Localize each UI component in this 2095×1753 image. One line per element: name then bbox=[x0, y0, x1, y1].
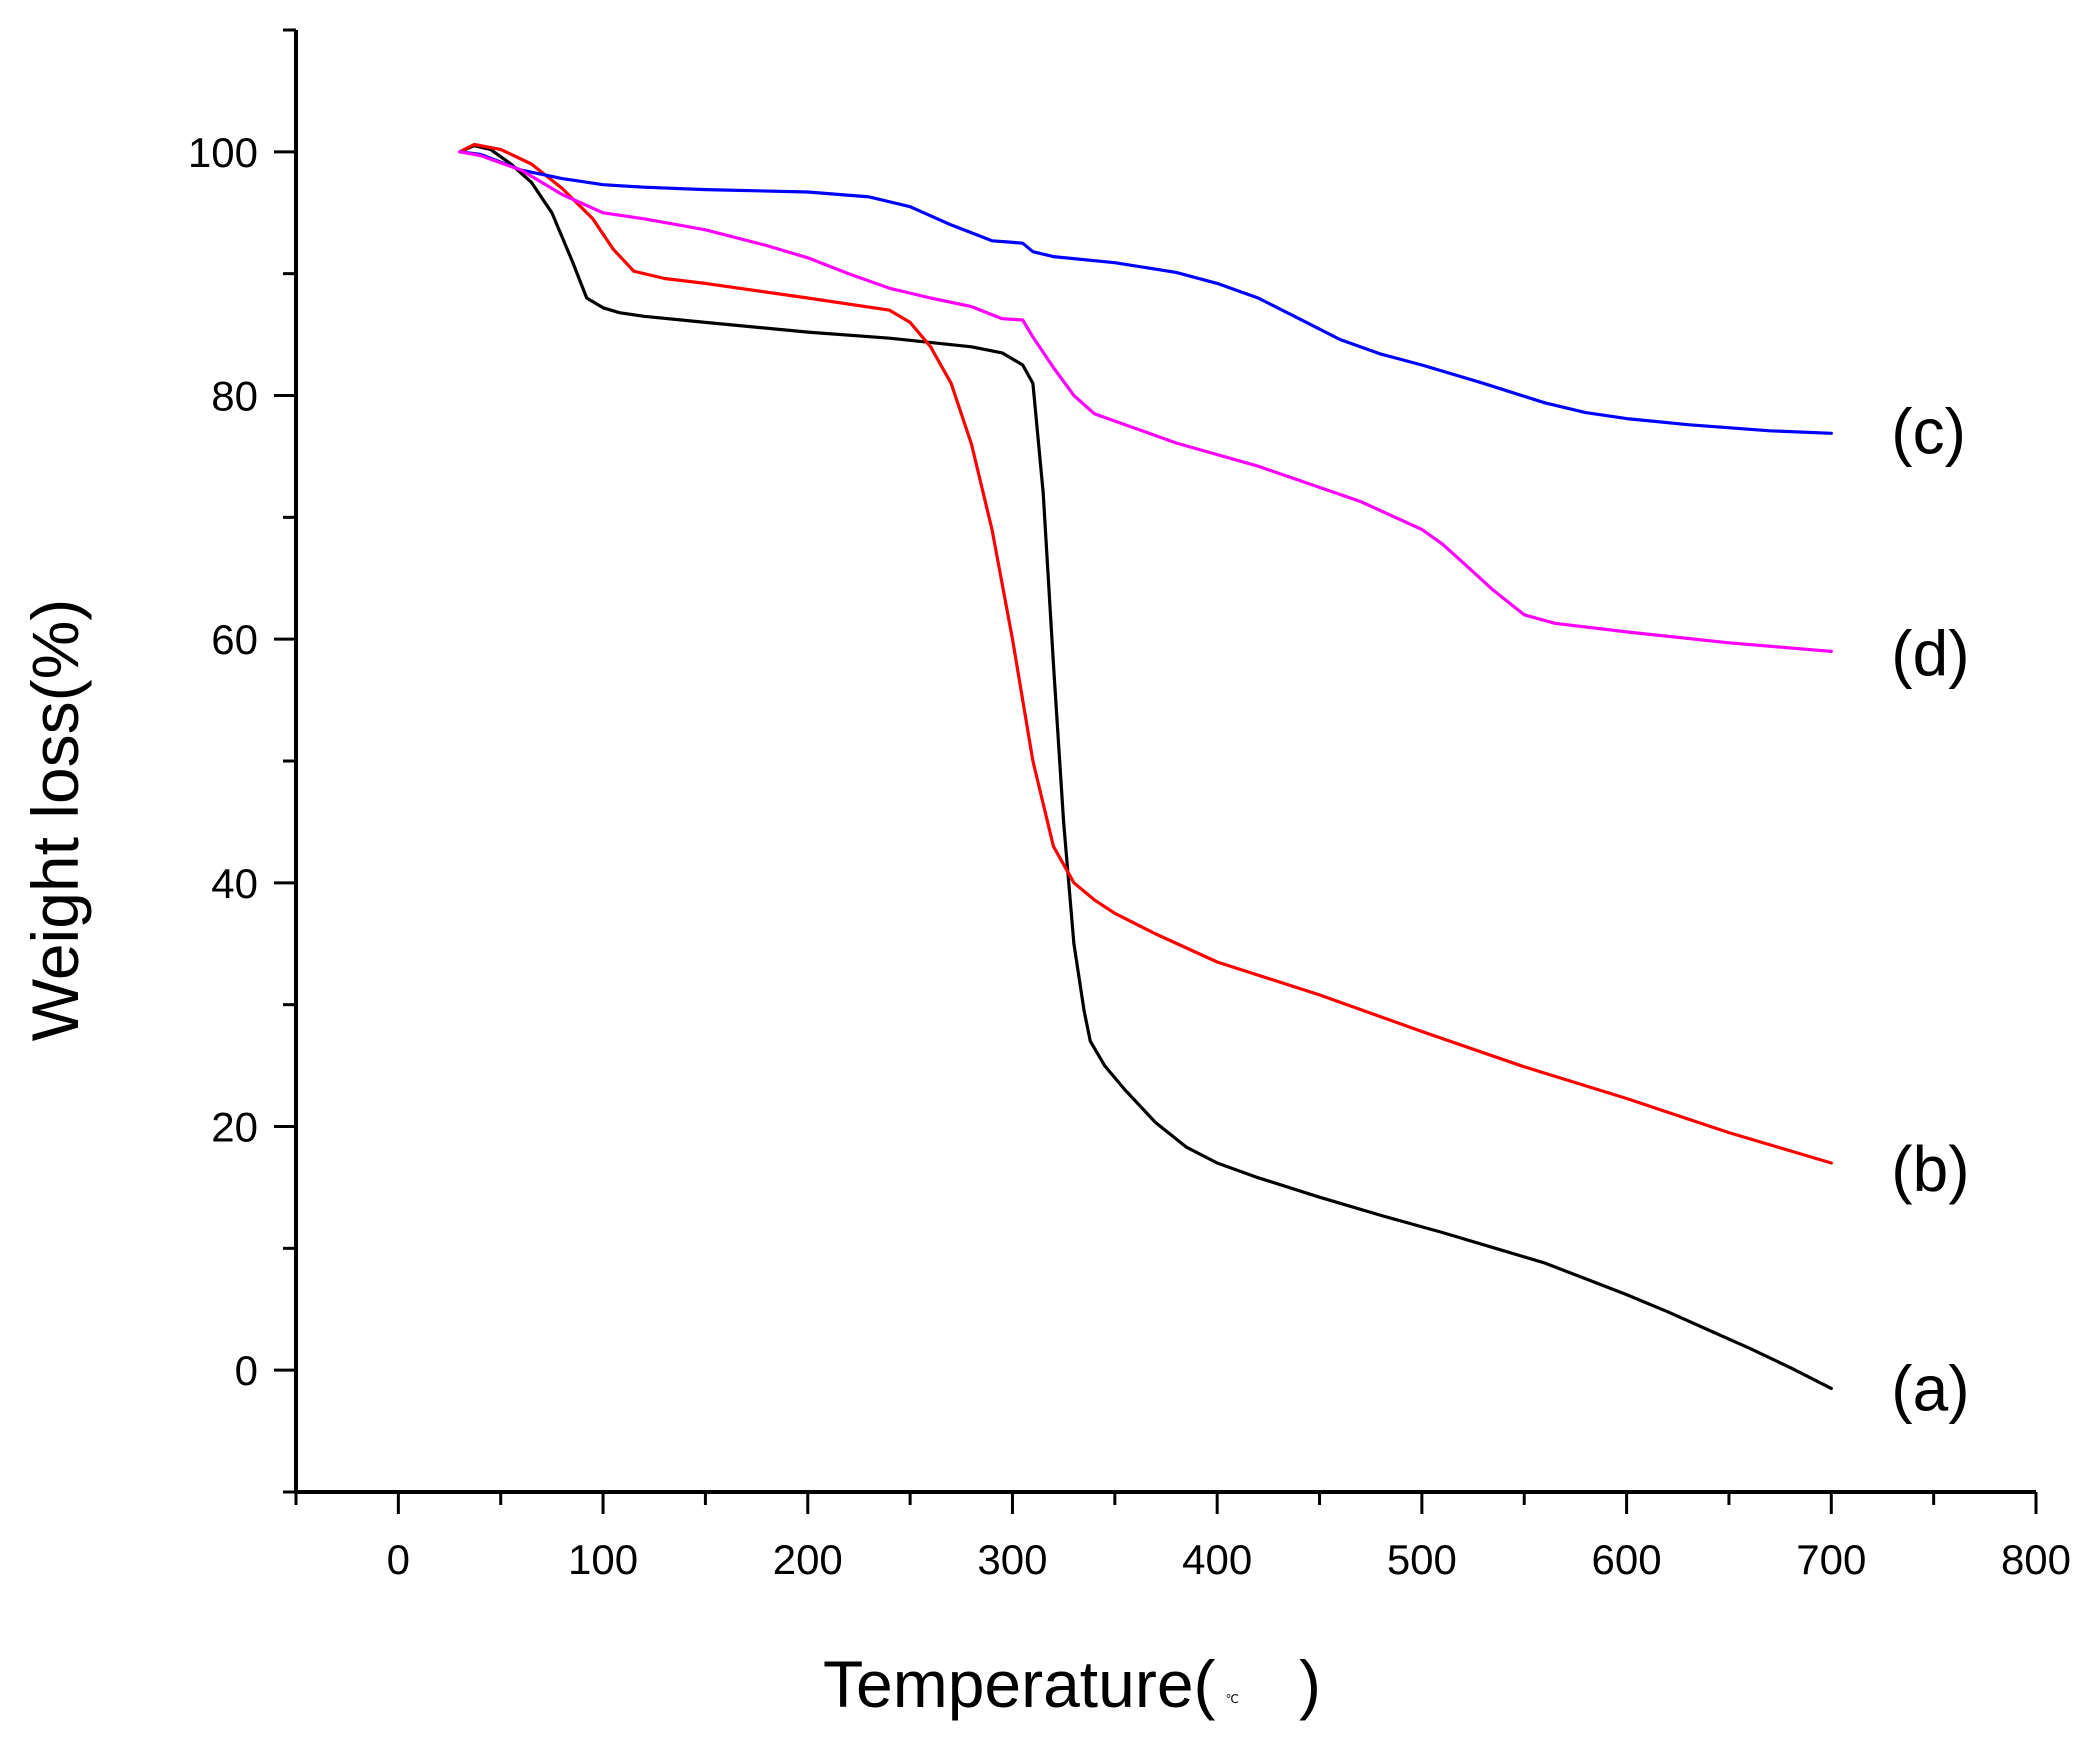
x-tick-label: 200 bbox=[773, 1536, 843, 1583]
x-tick-label: 700 bbox=[1796, 1536, 1866, 1583]
x-tick-label: 300 bbox=[977, 1536, 1047, 1583]
y-tick-label: 60 bbox=[211, 616, 258, 663]
x-tick-label: 500 bbox=[1387, 1536, 1457, 1583]
series-label-3: (c) bbox=[1891, 395, 1966, 467]
y-tick-label: 20 bbox=[211, 1104, 258, 1151]
series-label-1: (a) bbox=[1891, 1352, 1969, 1424]
series-label-2: (b) bbox=[1891, 1133, 1969, 1205]
x-axis-title-close: ) bbox=[1299, 1647, 1321, 1721]
series-line-1 bbox=[458, 144, 1833, 1391]
axes: 0 100 200 300 400 500 600 700 800 0 20 40 60 80 100 bbox=[188, 28, 2071, 1583]
y-tick-label: 0 bbox=[235, 1347, 258, 1394]
series-label-4: (d) bbox=[1891, 617, 1969, 689]
x-tick-label: 600 bbox=[1592, 1536, 1662, 1583]
series-line-4 bbox=[458, 150, 1833, 654]
y-tick-label: 40 bbox=[211, 860, 258, 907]
x-axis-unit: ℃ bbox=[1226, 1692, 1239, 1706]
x-axis-title-text: Temperature( bbox=[823, 1647, 1216, 1721]
x-axis-title: Temperature( ℃) bbox=[823, 1647, 1321, 1721]
y-axis-title: Weight loss(%) bbox=[18, 599, 92, 1042]
series-group: (a) (b) (c) (d) bbox=[458, 142, 1970, 1424]
labels: Weight loss(%) Temperature( ℃) bbox=[18, 599, 1321, 1721]
y-tick-label: 80 bbox=[211, 373, 258, 420]
x-tick-label: 100 bbox=[568, 1536, 638, 1583]
x-tick-label: 0 bbox=[387, 1536, 410, 1583]
series-line-3 bbox=[458, 150, 1833, 435]
x-tick-label: 800 bbox=[2001, 1536, 2071, 1583]
y-tick-label: 100 bbox=[188, 129, 258, 176]
x-tick-label: 400 bbox=[1182, 1536, 1252, 1583]
series-line-2 bbox=[458, 142, 1833, 1165]
